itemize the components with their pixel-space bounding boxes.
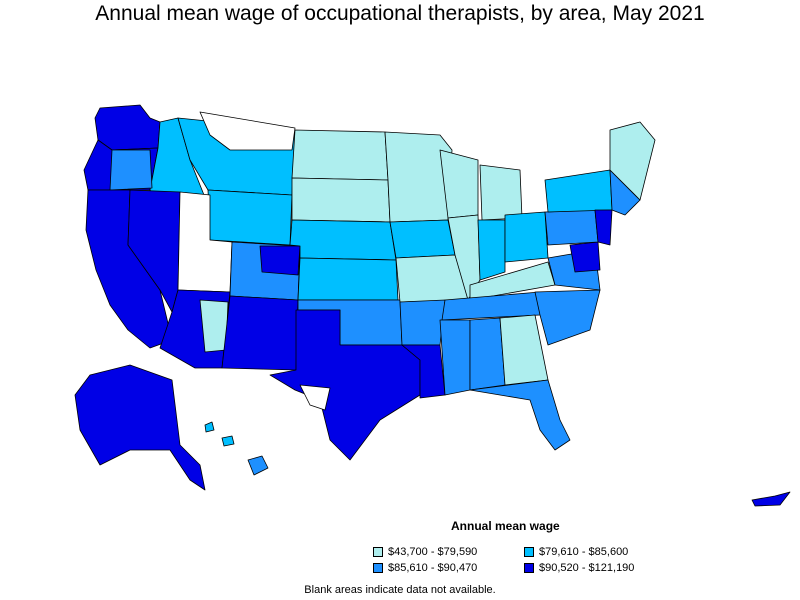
map-title: Annual mean wage of occupational therapi… xyxy=(95,2,705,25)
louisiana-region xyxy=(401,344,446,399)
carolinas-region xyxy=(534,289,601,346)
south-dakota-region xyxy=(291,177,391,223)
hawaii-islands xyxy=(204,421,235,447)
kansas-region xyxy=(297,257,399,301)
new-jersey-nyc-region xyxy=(594,209,613,246)
midwest-region xyxy=(384,131,556,303)
arizona-north xyxy=(199,299,229,353)
legend-label: $85,610 - $90,470 xyxy=(388,562,478,574)
south-region xyxy=(399,289,601,451)
northeast-region xyxy=(544,121,656,291)
michigan-region xyxy=(479,164,523,221)
legend-swatch xyxy=(373,547,383,557)
new-mexico-region xyxy=(221,295,299,371)
legend-item: $85,610 - $90,470 xyxy=(373,562,477,574)
legend-title: Annual mean wage xyxy=(451,519,560,533)
mississippi-region xyxy=(439,319,471,396)
indiana-region xyxy=(477,219,506,281)
wyoming-region xyxy=(207,189,293,246)
pennsylvania-region xyxy=(544,209,599,246)
north-montana-blank xyxy=(199,111,296,151)
legend-swatch xyxy=(524,547,534,557)
texas-region xyxy=(269,309,421,461)
arkansas-region xyxy=(399,299,446,346)
legend-item: $43,700 - $79,590 xyxy=(373,546,477,558)
puerto-rico-region xyxy=(751,491,791,507)
legend-item: $90,520 - $121,190 xyxy=(524,562,634,574)
nebraska-region xyxy=(289,219,397,261)
washington-region xyxy=(94,104,161,151)
west-texas-blank xyxy=(299,384,331,411)
east-oregon-region xyxy=(109,149,153,191)
georgia-region xyxy=(499,314,549,386)
hawaii-region xyxy=(247,455,269,476)
florida-region xyxy=(469,379,571,451)
alaska-region xyxy=(74,364,206,491)
minnesota-region xyxy=(384,131,453,223)
ohio-region xyxy=(504,211,549,263)
legend-swatch xyxy=(373,563,383,573)
california-nevada-region xyxy=(85,189,181,349)
colorado-front-range xyxy=(259,245,301,276)
north-dakota-region xyxy=(291,129,389,181)
dc-baltimore-region xyxy=(569,241,601,273)
legend-label: $90,520 - $121,190 xyxy=(539,562,635,574)
mountain-region xyxy=(159,111,301,371)
maine-region xyxy=(609,121,656,201)
plains-region xyxy=(269,129,421,461)
alabama-region xyxy=(469,317,506,391)
legend-label: $79,610 - $85,600 xyxy=(539,546,629,558)
pacific-northwest-region xyxy=(83,104,209,209)
legend-label: $43,700 - $79,590 xyxy=(388,546,478,558)
legend-item: $79,610 - $85,600 xyxy=(524,546,628,558)
new-york-region xyxy=(544,169,613,213)
iowa-region xyxy=(389,219,456,259)
footnote: Blank areas indicate data not available. xyxy=(304,584,496,596)
legend-swatch xyxy=(524,563,534,573)
